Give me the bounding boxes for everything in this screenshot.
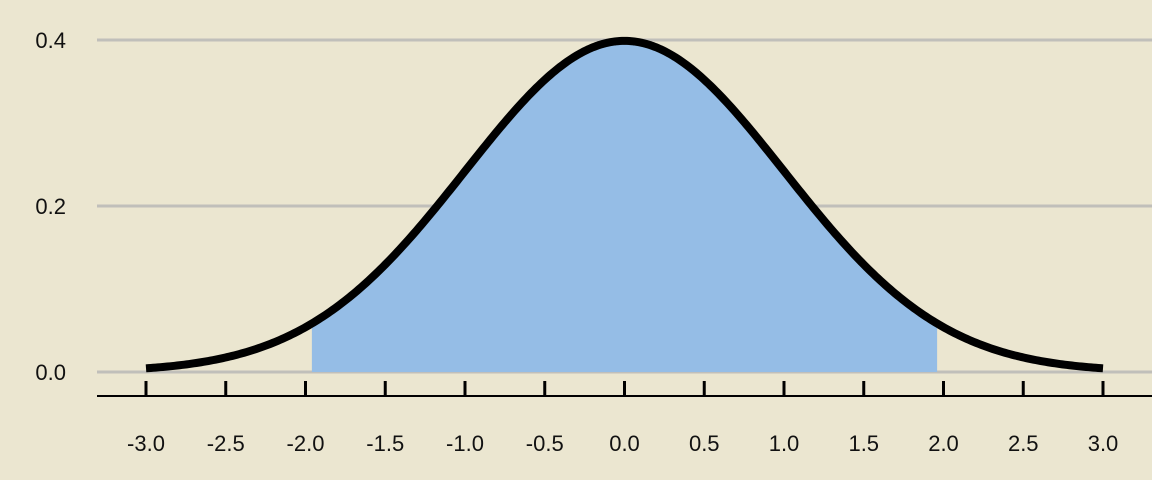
x-tick-label: 2.5 (1008, 431, 1039, 456)
x-tick-label: -2.0 (287, 431, 325, 456)
x-tick-label: 1.5 (848, 431, 879, 456)
x-tick-label: -2.5 (207, 431, 245, 456)
y-axis-labels: 0.0 0.2 0.4 (35, 28, 66, 385)
x-tick-label: 0.5 (689, 431, 720, 456)
x-tick-label: -1.5 (366, 431, 404, 456)
y-tick-label: 0.2 (35, 194, 66, 219)
x-tick-label: 2.0 (928, 431, 959, 456)
x-tick-label: 3.0 (1088, 431, 1119, 456)
shaded-area-layer (311, 40, 938, 372)
y-tick-label: 0.0 (35, 360, 66, 385)
shaded-region (311, 40, 938, 372)
x-tick-label: -0.5 (526, 431, 564, 456)
x-tick-label: 1.0 (769, 431, 800, 456)
y-tick-label: 0.4 (35, 28, 66, 53)
x-tick-label: -3.0 (127, 431, 165, 456)
x-tick-label: -1.0 (446, 431, 484, 456)
x-tick-label: 0.0 (609, 431, 640, 456)
density-curve-layer (144, 36, 1105, 373)
x-axis: -3.0 -2.5 -2.0 -1.5 -1.0 -0.5 0.0 0.5 1.0 1.5 2.0 2… (97, 381, 1152, 456)
density-curve (144, 36, 1105, 373)
